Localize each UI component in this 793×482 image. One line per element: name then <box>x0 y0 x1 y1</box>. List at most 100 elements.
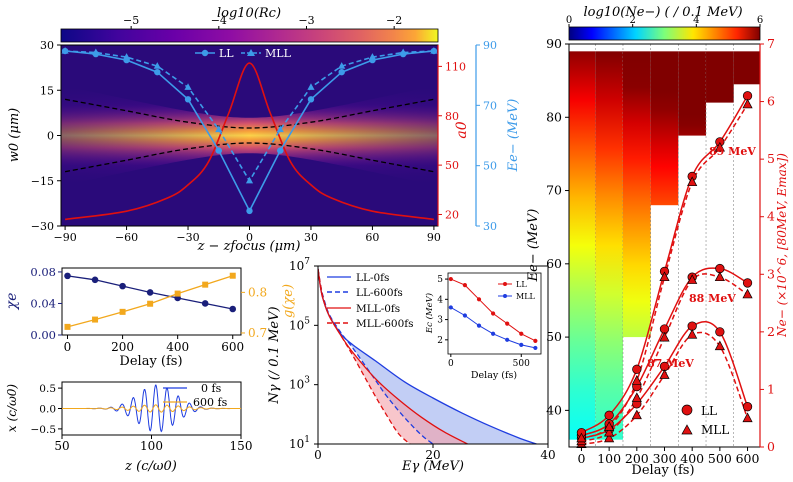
panel-b-g-point <box>202 281 209 288</box>
inset-x-tick-label: 500 <box>513 359 530 369</box>
inset-point-1 <box>519 342 524 347</box>
panel-e-mll-point <box>742 412 753 423</box>
panel-d-inset-xticks: 0 500 <box>448 354 530 369</box>
y-tick-label: 60 <box>546 256 562 271</box>
panel-a-ll-point <box>184 96 192 103</box>
colorbar-tick-label: 2 <box>629 15 635 26</box>
panel-a-a0-line <box>64 62 435 221</box>
y-tick-label: 105 <box>289 316 310 332</box>
x-tick-label: −30 <box>176 231 199 244</box>
panel-b-chi-point <box>146 289 154 296</box>
panel-b-chi-point <box>201 300 209 307</box>
panel-e-ylabel: Ee− (MeV) <box>526 209 541 283</box>
panel-d-inset-xlabel: Delay (fs) <box>471 370 517 381</box>
panel-e-annotation-87: 87 MeV <box>647 357 694 370</box>
right-tick-label: 0.8 <box>248 285 267 299</box>
x-tick-label: 400 <box>166 340 189 354</box>
inset-point-0 <box>533 338 538 343</box>
panel-a-colorbar-ticks: −5 −4 −3 −2 <box>123 14 402 29</box>
panel-a-heatmap <box>61 45 438 226</box>
colorbar-tick-label: −5 <box>123 14 139 27</box>
panel-e-ll-point <box>604 410 614 420</box>
x-tick-label: 0 <box>577 451 585 466</box>
panel-e-annotation-89: 89 MeV <box>709 145 756 158</box>
a0-tick-label: 80 <box>445 110 459 123</box>
panel-d-inset-ylabel: Ec (MeV) <box>424 293 435 334</box>
panel-c-ylabel: x (c/ω0) <box>5 384 19 432</box>
x-tick-label: 0 <box>246 231 253 244</box>
y-tick-label: 0 <box>47 130 54 143</box>
inset-point-1 <box>505 337 510 342</box>
panel-a-series <box>61 47 438 221</box>
panel-d-legend-mll0: MLL-0fs <box>356 303 400 315</box>
panel-e-colorbar-label: log10(Ne−) ( / 0.1 MeV) <box>583 5 742 20</box>
inset-y-tick-label: 2 <box>437 336 443 346</box>
inset-y-tick-label: 5 <box>437 275 443 285</box>
inset-point-1 <box>490 331 496 336</box>
panel-e-mll-point <box>742 288 753 299</box>
inset-x-tick-label: 0 <box>448 359 454 369</box>
panel-a-mll-point <box>399 48 407 56</box>
panel-d-inset-legend: LL MLL <box>498 280 536 301</box>
left-tick-label: 0.04 <box>30 296 56 310</box>
inset-point-1 <box>476 323 482 328</box>
x-tick-label: 200 <box>111 340 134 354</box>
x-tick-label: 600 <box>221 340 244 354</box>
panel-d-legend-ll600: LL-600fs <box>356 287 403 299</box>
energy-tick-label: 30 <box>483 220 497 233</box>
panel-d-line-1 <box>318 268 434 444</box>
panel-a-ll-point <box>307 96 315 103</box>
panel-a-mll-point <box>122 53 131 60</box>
panel-a-yticks: −30 −15 0 15 30 <box>31 39 61 233</box>
panel-d-inset-series <box>448 276 538 351</box>
right-tick-label: 1 <box>767 381 775 396</box>
panel-e-bar-200 <box>622 51 651 338</box>
colorbar-tick-label: −4 <box>211 14 227 27</box>
panel-b-g-point <box>174 290 181 297</box>
panel-c-xlabel: z (c/ω0) <box>124 459 177 474</box>
y-tick-label: 107 <box>289 257 310 273</box>
x-tick-label: 400 <box>680 451 704 466</box>
panel-a-mll-point <box>184 83 192 90</box>
y-tick-label: −30 <box>31 220 54 233</box>
panel-d-xticks: 0 20 40 <box>314 444 556 462</box>
panel-b-left-ticks: 0.00 0.04 0.08 <box>30 265 62 342</box>
y-tick-label: 80 <box>546 109 562 124</box>
panel-e-mll-point <box>631 392 642 402</box>
panel-a-mll-point <box>430 47 438 54</box>
inset-point-0 <box>462 283 468 288</box>
x-tick-label: 150 <box>230 439 253 453</box>
panel-b-g-point <box>147 300 154 307</box>
y-tick-label: 103 <box>289 376 310 392</box>
panel-a-xlabel: z − zfocus (μm) <box>197 239 301 254</box>
inset-point-1 <box>462 313 468 318</box>
panel-b-xticks: 0 200 400 600 <box>64 335 244 354</box>
panel-d-legend-mll600: MLL-600fs <box>356 318 414 330</box>
panel-a-ll-point <box>246 207 253 215</box>
y-tick-label: 0.0 <box>39 404 56 416</box>
colorbar-tick-label: 6 <box>757 15 763 26</box>
x-tick-label: 500 <box>708 451 732 466</box>
panel-a-legend-ll-marker <box>201 49 209 57</box>
x-tick-label: 60 <box>365 231 379 244</box>
panel-a-xticks: −90 −60 −30 0 30 60 90 <box>53 226 441 244</box>
left-tick-label: 0.08 <box>30 265 56 279</box>
panel-a-colorbar-label: log10(Rc) <box>217 6 281 21</box>
panel-e-ylabel-right: Ne− (×10^6, [80MeV, Emax]) <box>775 153 789 338</box>
panel-b-g-point <box>64 323 71 330</box>
panel-e-mll-point <box>604 432 615 443</box>
panel-d-line-3 <box>318 268 411 444</box>
panel-b-ylabel-left: χe <box>4 293 20 311</box>
panel-e-mll-point <box>659 271 670 282</box>
panel-b-series <box>64 272 237 330</box>
panel-a-mll-point <box>368 53 377 60</box>
panel-b-ylabel-right: g(χe) <box>281 284 296 318</box>
panel-c-xticks: 50 100 150 <box>54 435 252 453</box>
panel-e-mll-point <box>659 331 670 342</box>
right-tick-label: 0 <box>767 439 775 454</box>
panel-a-mll-point <box>276 125 284 133</box>
panel-e-legend-mll: MLL <box>701 423 729 437</box>
panel-a: log10(Rc) −5 −4 −3 −2 −90 −60 −30 0 30 60 90 −30−… <box>7 6 521 254</box>
panel-e-xticks: 0 100 200 300 400 500 600 <box>577 447 760 466</box>
